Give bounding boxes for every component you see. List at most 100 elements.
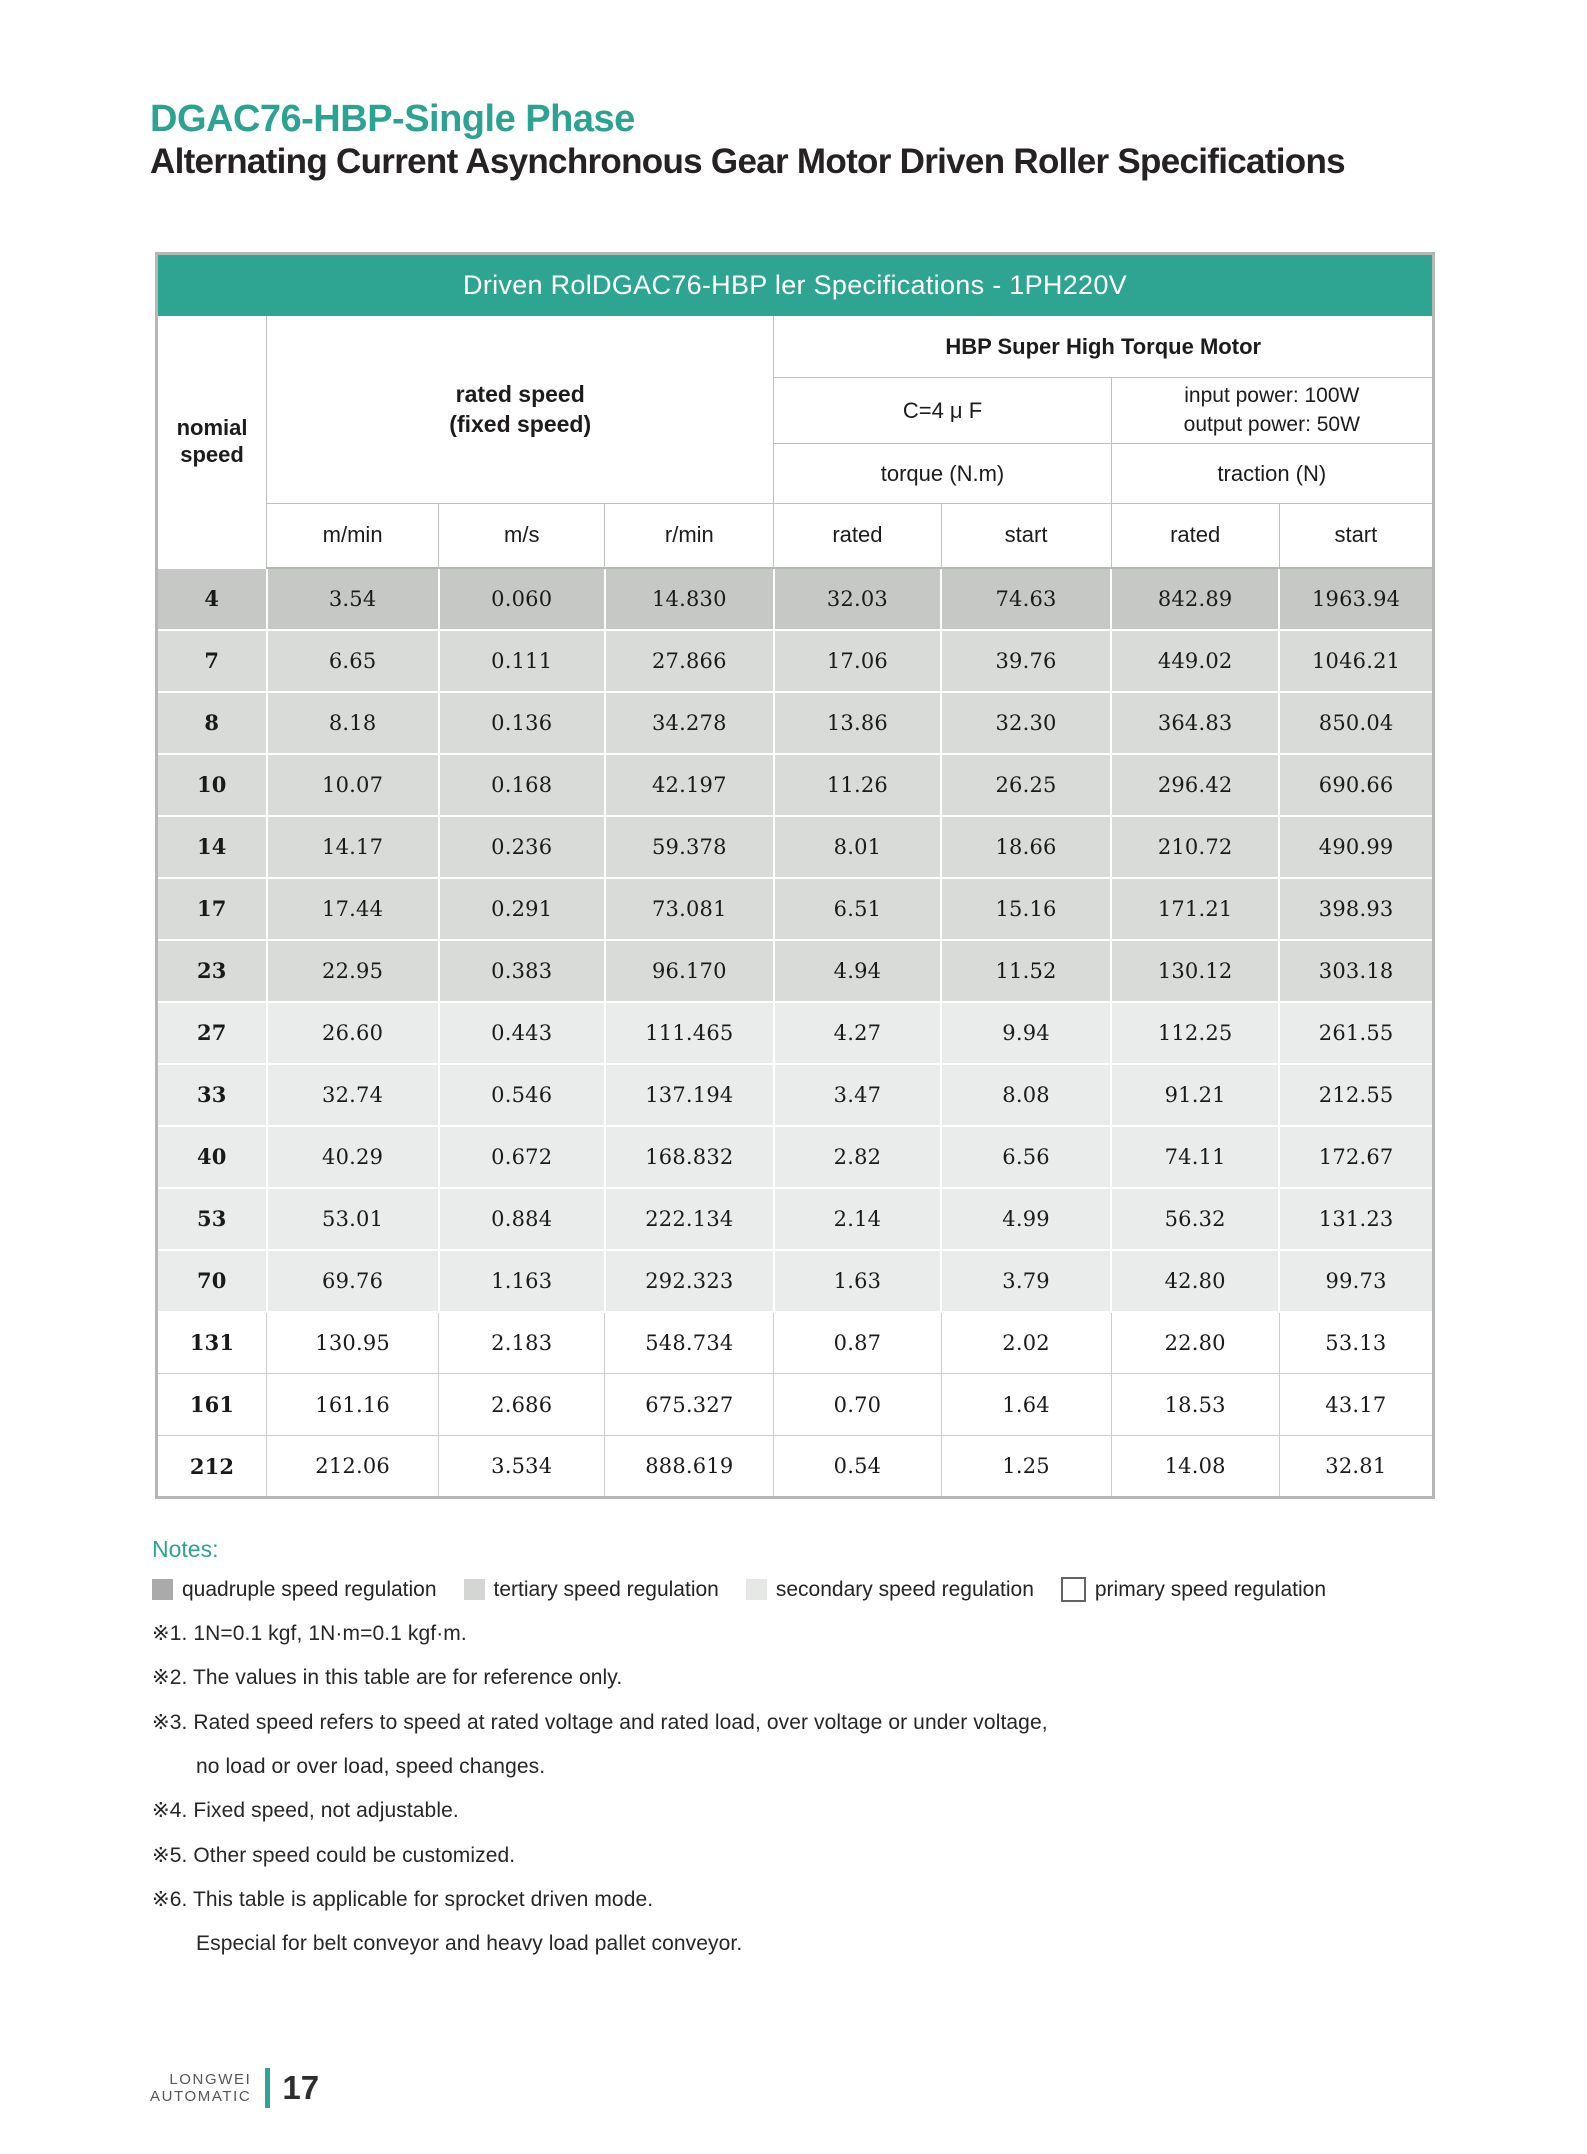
value-cell: 112.25 <box>1110 1000 1281 1065</box>
value-cell: 4.94 <box>772 938 943 1003</box>
header-unit-m-min: m/min <box>266 503 440 569</box>
spec-table-wrap: Driven RolDGAC76-HBP ler Specifications … <box>155 252 1435 1499</box>
value-cell: 210.72 <box>1110 814 1281 879</box>
value-cell: 0.236 <box>437 814 606 879</box>
brand-line1: LONGWEI <box>169 2070 252 2088</box>
value-cell: 91.21 <box>1110 1062 1281 1127</box>
nominal-speed-cell: 14 <box>155 814 268 879</box>
value-cell: 0.87 <box>773 1311 942 1374</box>
value-cell: 99.73 <box>1278 1248 1435 1313</box>
value-cell: 17.06 <box>772 628 943 693</box>
value-cell: 3.534 <box>438 1435 606 1498</box>
nominal-speed-cell: 53 <box>155 1186 268 1251</box>
value-cell: 675.327 <box>604 1373 775 1436</box>
value-cell: 3.54 <box>265 566 440 631</box>
legend-label: secondary speed regulation <box>775 1577 1034 1601</box>
value-cell: 222.134 <box>603 1186 775 1251</box>
value-cell: 364.83 <box>1110 690 1281 755</box>
value-cell: 131.23 <box>1278 1186 1435 1251</box>
value-cell: 4.99 <box>939 1186 1113 1251</box>
value-cell: 53.13 <box>1278 1311 1435 1374</box>
nominal-speed-cell: 27 <box>155 1000 268 1065</box>
header-traction-start: start <box>1278 503 1435 569</box>
value-cell: 0.291 <box>437 876 606 941</box>
value-cell: 4.27 <box>772 1000 943 1065</box>
value-cell: 850.04 <box>1278 690 1435 755</box>
note-line-continuation: Especial for belt conveyor and heavy loa… <box>196 1932 743 1956</box>
value-cell: 296.42 <box>1110 752 1281 817</box>
legend-item-tertiary: tertiary speed regulation <box>463 1578 719 1602</box>
table-row: 70 69.76 1.163 292.323 1.63 3.79 42.80 99.73 <box>155 1248 1435 1313</box>
value-cell: 8.08 <box>939 1062 1113 1127</box>
value-cell: 261.55 <box>1278 1000 1435 1065</box>
nominal-speed-cell: 4 <box>155 566 268 631</box>
header-rated-speed-group: rated speed (fixed speed) <box>266 315 775 504</box>
value-cell: 130.95 <box>266 1311 440 1374</box>
doc-header: DGAC76-HBP-Single Phase Alternating Curr… <box>150 99 1450 181</box>
value-cell: 27.866 <box>603 628 775 693</box>
table-row: 33 32.74 0.546 137.194 3.47 8.08 91.21 212.55 <box>155 1062 1435 1127</box>
value-cell: 168.832 <box>603 1124 775 1189</box>
value-cell: 18.53 <box>1110 1373 1280 1436</box>
value-cell: 18.66 <box>939 814 1113 879</box>
value-cell: 32.30 <box>939 690 1113 755</box>
brand-logo: LONGWEI AUTOMATIC <box>150 2071 251 2106</box>
value-cell: 398.93 <box>1278 876 1435 941</box>
page-footer: LONGWEI AUTOMATIC 17 <box>150 2068 319 2108</box>
nominal-speed-cell: 8 <box>155 690 268 755</box>
nominal-speed-cell: 33 <box>155 1062 268 1127</box>
value-cell: 690.66 <box>1278 752 1435 817</box>
notes-heading: Notes: <box>152 1536 219 1562</box>
value-cell: 888.619 <box>604 1435 775 1498</box>
value-cell: 0.443 <box>437 1000 606 1065</box>
value-cell: 1.64 <box>940 1373 1112 1436</box>
table-row: 4 3.54 0.060 14.830 32.03 74.63 842.89 1963.94 <box>155 566 1435 631</box>
value-cell: 161.16 <box>266 1373 440 1436</box>
value-cell: 74.63 <box>939 566 1113 631</box>
value-cell: 59.378 <box>603 814 775 879</box>
nominal-speed-cell: 212 <box>155 1435 268 1498</box>
header-traction: traction (N) <box>1110 443 1435 504</box>
nominal-speed-cell: 7 <box>155 628 268 693</box>
value-cell: 56.32 <box>1110 1186 1281 1251</box>
value-cell: 53.01 <box>265 1186 440 1251</box>
value-cell: 137.194 <box>603 1062 775 1127</box>
nominal-speed-cell: 40 <box>155 1124 268 1189</box>
value-cell: 22.80 <box>1110 1311 1280 1374</box>
value-cell: 6.51 <box>772 876 943 941</box>
header-torque: torque (N.m) <box>773 443 1112 504</box>
value-cell: 449.02 <box>1110 628 1281 693</box>
value-cell: 548.734 <box>604 1311 775 1374</box>
table-row: 8 8.18 0.136 34.278 13.86 32.30 364.83 850.04 <box>155 690 1435 755</box>
value-cell: 1.163 <box>437 1248 606 1313</box>
value-cell: 0.884 <box>437 1186 606 1251</box>
speed-regulation-legend: quadruple speed regulation tertiary spee… <box>152 1577 1442 1602</box>
table-row: 212 212.06 3.534 888.619 0.54 1.25 14.08 32.81 <box>155 1435 1435 1498</box>
power-line1: input power: 100W <box>1184 384 1360 408</box>
rated-speed-line2: (fixed speed) <box>449 410 592 437</box>
value-cell: 39.76 <box>939 628 1113 693</box>
header-torque-rated: rated <box>773 503 942 569</box>
note-line: ※5. Other speed could be customized. <box>152 1843 516 1867</box>
table-row: 27 26.60 0.443 111.465 4.27 9.94 112.25 261.55 <box>155 1000 1435 1065</box>
value-cell: 842.89 <box>1110 566 1281 631</box>
value-cell: 42.80 <box>1110 1248 1281 1313</box>
note-line: ※3. Rated speed refers to speed at rated… <box>152 1710 1048 1734</box>
legend-item-secondary: secondary speed regulation <box>745 1577 1034 1602</box>
page-number: 17 <box>282 2069 320 2106</box>
value-cell: 11.52 <box>939 938 1113 1003</box>
value-cell: 40.29 <box>265 1124 440 1189</box>
header-motor-group: HBP Super High Torque Motor <box>773 315 1434 378</box>
legend-item-primary: primary speed regulation <box>1060 1577 1326 1602</box>
value-cell: 0.136 <box>437 690 606 755</box>
value-cell: 6.65 <box>265 628 440 693</box>
table-row: 23 22.95 0.383 96.170 4.94 11.52 130.12 303.18 <box>155 938 1435 1003</box>
table-row: 14 14.17 0.236 59.378 8.01 18.66 210.72 490.99 <box>155 814 1435 879</box>
value-cell: 32.74 <box>265 1062 440 1127</box>
note-line-continuation: no load or over load, speed changes. <box>196 1755 546 1779</box>
table-row: 7 6.65 0.111 27.866 17.06 39.76 449.02 1046.21 <box>155 628 1435 693</box>
value-cell: 2.02 <box>940 1311 1112 1374</box>
power-line2: output power: 50W <box>1183 412 1360 436</box>
value-cell: 111.465 <box>603 1000 775 1065</box>
